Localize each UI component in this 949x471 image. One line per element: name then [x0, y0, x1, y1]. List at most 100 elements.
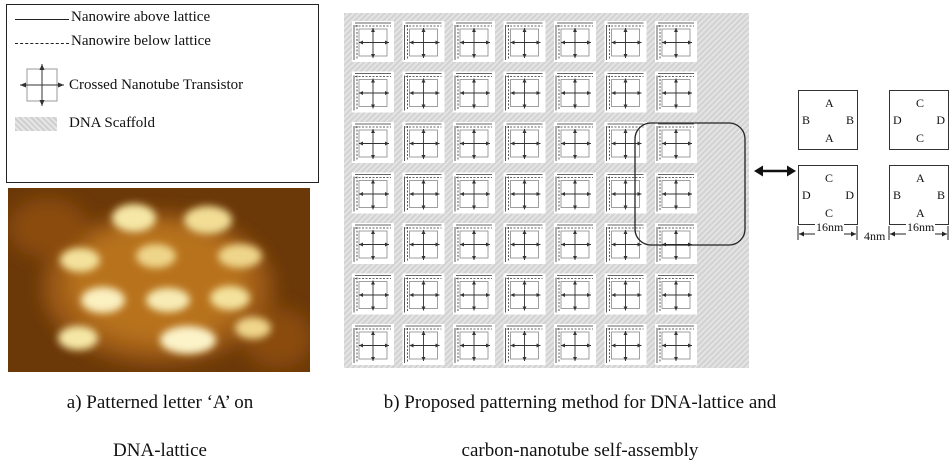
arrow-right	[435, 91, 440, 95]
arrow-down	[472, 54, 476, 58]
arrow-left	[561, 343, 565, 348]
arrow-down	[573, 205, 577, 210]
arrow-down	[522, 256, 527, 260]
arrow-left	[460, 242, 464, 247]
arrow-right	[637, 141, 642, 146]
arrow-down	[573, 357, 577, 361]
arrow-left	[359, 40, 363, 45]
arrow-left	[460, 343, 464, 348]
arrow-up	[421, 78, 426, 83]
arrow-left	[510, 141, 515, 146]
transistor-cell	[554, 71, 596, 113]
arrow-right	[688, 192, 692, 196]
arrow-left	[510, 293, 515, 297]
arrow-left	[611, 192, 616, 196]
arrow-right	[486, 40, 490, 45]
arrow-down	[573, 54, 577, 58]
dim-label-block-2: 16nm	[906, 220, 936, 235]
block-top-right: C D D C	[889, 90, 949, 150]
arrow-left	[409, 141, 414, 146]
arrow-down	[421, 357, 426, 361]
arrow-down	[674, 155, 678, 159]
arrow-up	[573, 179, 577, 184]
arrow-down	[623, 256, 628, 260]
arrow-left	[662, 343, 666, 348]
arrow-down	[371, 357, 375, 361]
arrow-up	[371, 280, 375, 285]
arrow-left	[510, 91, 515, 95]
arrow-up	[421, 230, 426, 234]
arrow-up	[674, 280, 678, 285]
arrow-right	[385, 141, 389, 146]
block-bottom-left: C D D C	[798, 165, 858, 225]
arrow-down	[472, 357, 476, 361]
transistor-cell	[655, 71, 697, 113]
arrow-left	[611, 242, 616, 247]
arrow-left	[510, 242, 515, 247]
arrow-down	[573, 306, 577, 311]
arrow-right	[435, 343, 440, 348]
arrow-down	[623, 306, 628, 311]
arrow-up	[522, 230, 527, 234]
arrow-up	[421, 129, 426, 133]
label-left: D	[802, 188, 811, 202]
arrow-left	[611, 343, 616, 348]
arrow-right	[688, 293, 692, 297]
arrow-down	[472, 205, 476, 210]
arrow-down	[674, 54, 678, 58]
arrow-right	[486, 293, 490, 297]
arrow-right	[587, 343, 591, 348]
arrow-down	[472, 104, 476, 109]
transistor-cell	[453, 122, 495, 163]
dim-label-gap: 4nm	[864, 229, 886, 243]
arrow-down	[371, 306, 375, 311]
arrow-left	[460, 192, 464, 196]
transistor-cell	[453, 21, 495, 62]
transistor-cell	[402, 273, 445, 315]
arrow-right	[637, 343, 642, 348]
transistor-cell	[655, 273, 697, 315]
arrow-right	[587, 141, 591, 146]
label-bottom: C	[825, 206, 834, 220]
label-top: A	[916, 171, 925, 185]
arrow-left	[611, 91, 616, 95]
transistor-cell	[604, 273, 647, 315]
arrow-right	[688, 40, 692, 45]
transistor-cell	[352, 324, 394, 365]
arrow-up	[522, 280, 527, 285]
arrow-left	[561, 293, 565, 297]
arrow-up	[472, 280, 476, 285]
arrow-down	[421, 104, 426, 109]
arrow-right	[637, 91, 642, 95]
transistor-cell	[352, 122, 394, 163]
transistor-cell	[503, 122, 546, 163]
arrow-up	[674, 331, 678, 335]
transistor-cell	[352, 21, 394, 62]
arrow-up	[623, 129, 628, 133]
transistor-cell	[402, 324, 445, 365]
transistor-cell	[402, 172, 445, 214]
transistor-cell	[503, 273, 546, 315]
arrow-right	[385, 293, 389, 297]
arrow-up	[674, 78, 678, 83]
transistor-cell	[604, 324, 647, 365]
arrow-left	[510, 40, 515, 45]
arrow-left	[662, 40, 666, 45]
legend-box: Nanowire above lattice Nanowire below la…	[6, 4, 319, 183]
arrow-left	[409, 293, 414, 297]
arrow-up	[674, 230, 678, 234]
block-top-left: A B B A	[798, 90, 858, 150]
transistor-cell	[402, 223, 445, 264]
legend-label-above: Nanowire above lattice	[71, 9, 211, 25]
arrow-up	[573, 230, 577, 234]
arrow-left	[662, 293, 666, 297]
arrow-right	[385, 91, 389, 95]
arrow-left	[359, 293, 363, 297]
transistor-cell	[655, 21, 697, 62]
arrow-right	[536, 343, 541, 348]
transistor-cell	[352, 71, 394, 113]
arrow-down	[522, 104, 527, 109]
arrow-left	[409, 91, 414, 95]
block-bottom-right: A B B A	[889, 165, 949, 225]
arrow-right	[486, 91, 490, 95]
